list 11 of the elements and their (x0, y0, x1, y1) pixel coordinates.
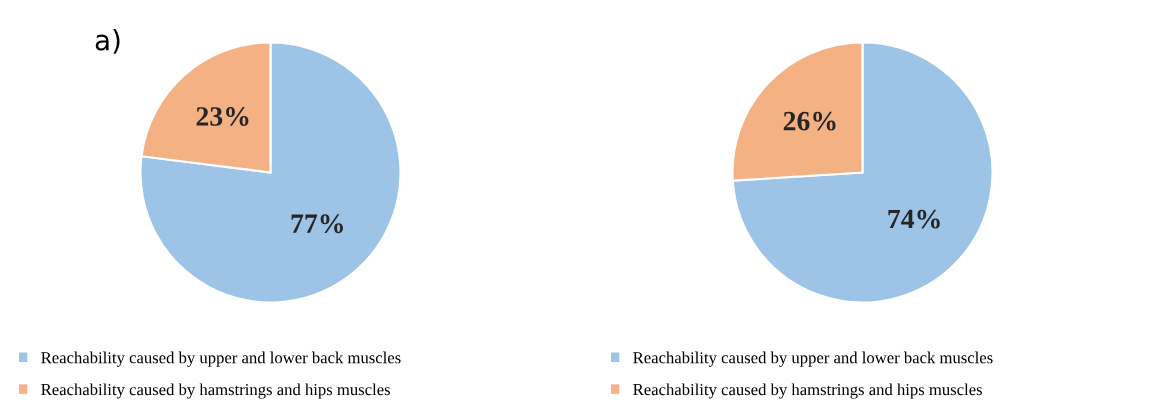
legend-label: Reachability caused by hamstrings and hips muscles (633, 383, 982, 399)
data-label: 26% (783, 111, 836, 131)
legend-label: Reachability caused by upper and lower back muscles (41, 351, 401, 367)
legend-label: Reachability caused by upper and lower back muscles (633, 351, 993, 367)
data-label: 77% (291, 214, 343, 234)
data-label: 74% (888, 209, 940, 229)
pie-slice (731, 41, 994, 304)
chart-title: a) (95, 29, 120, 54)
legend-label: Reachability caused by hamstrings and hips muscles (41, 383, 390, 399)
pie-slice (139, 41, 402, 304)
data-label: 23% (196, 107, 249, 126)
